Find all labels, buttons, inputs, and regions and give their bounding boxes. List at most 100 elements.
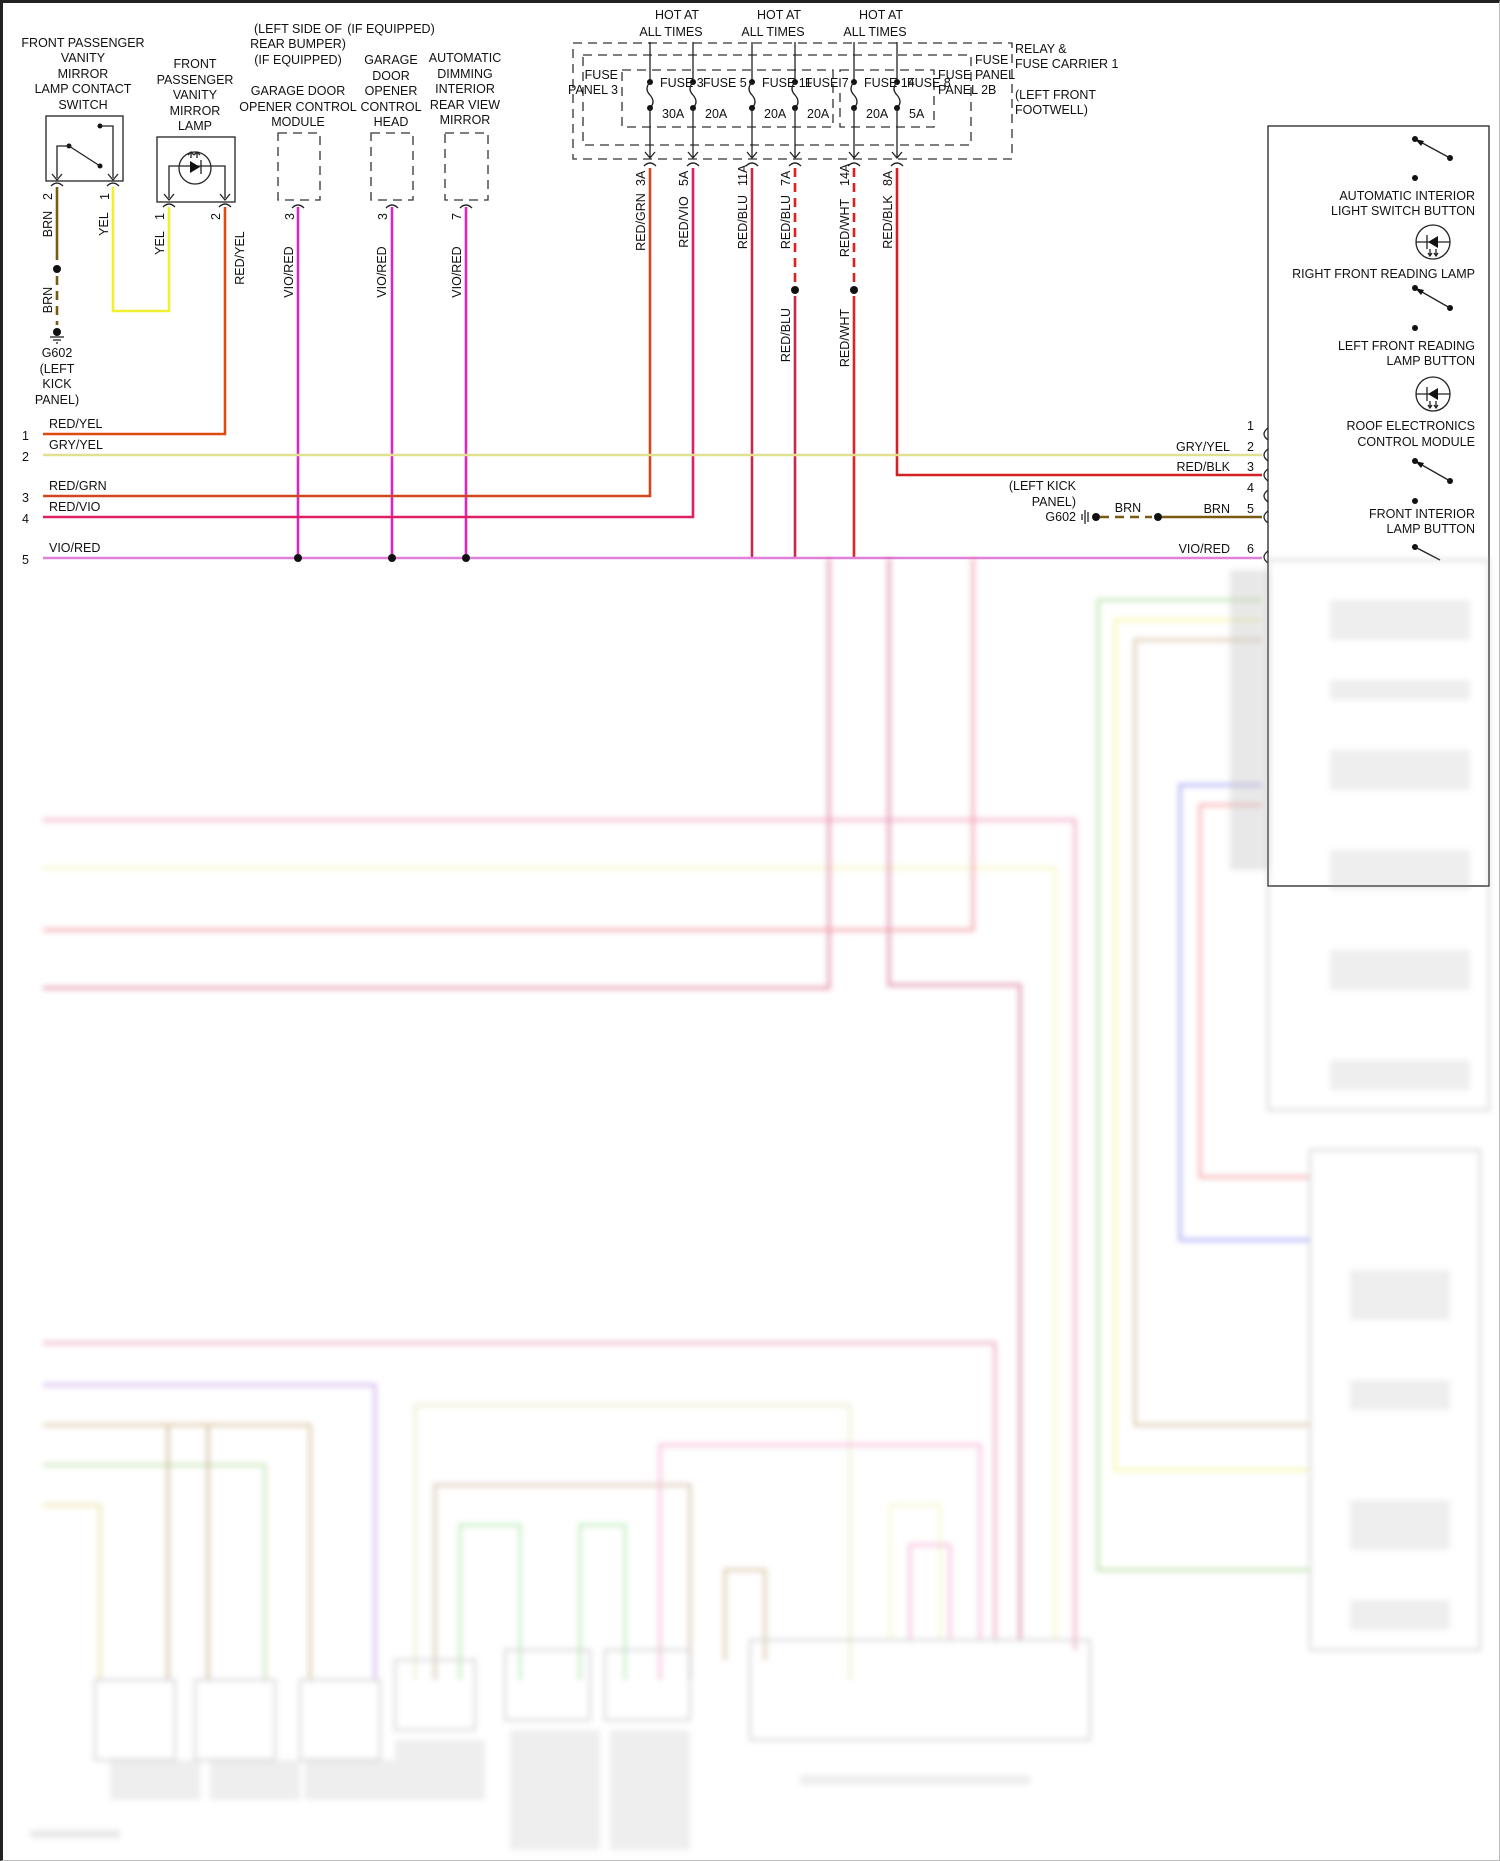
splice-dot bbox=[791, 286, 799, 294]
ground-label: PANEL) bbox=[35, 393, 79, 407]
fuse-icon bbox=[850, 81, 858, 109]
label-line: (IF EQUIPPED) bbox=[347, 22, 435, 36]
wire-label: RED/WHT bbox=[838, 308, 852, 367]
pin-number: 2 bbox=[41, 193, 55, 200]
ground-label: G602 bbox=[42, 346, 73, 360]
label-line: OPENER CONTROL bbox=[239, 100, 356, 114]
fuse-panel-label: PANEL bbox=[975, 68, 1015, 82]
auto-switch-label: AUTOMATIC INTERIOR bbox=[1339, 189, 1475, 203]
garage-module-label: (LEFT SIDE OF REAR BUMPER) (IF EQUIPPED)… bbox=[239, 22, 356, 129]
pin-number: 11A bbox=[736, 164, 750, 186]
splice-dot bbox=[1154, 513, 1162, 521]
pin-number: 2 bbox=[22, 450, 29, 464]
label-line: MODULE bbox=[271, 115, 324, 129]
control-head-box bbox=[370, 132, 414, 201]
connector-icon bbox=[1263, 448, 1269, 462]
pin-number: 2 bbox=[1247, 440, 1254, 454]
pin-number: 7 bbox=[450, 213, 464, 220]
wire bbox=[895, 168, 1262, 477]
pin-number: 4 bbox=[1247, 481, 1254, 495]
roof-connector-pin: 1 bbox=[1247, 419, 1269, 441]
hot-label: ALL TIMES bbox=[741, 25, 804, 39]
fuse-panel-3-label: FUSE bbox=[585, 68, 618, 82]
fuse: FUSE 14 20A 14A RED/WHT RED/WHT bbox=[838, 42, 915, 558]
connector-icon bbox=[847, 151, 861, 167]
splice-dot bbox=[294, 554, 302, 562]
label-line: CONTROL bbox=[360, 100, 421, 114]
pin-number: 5A bbox=[677, 170, 691, 186]
label-line: SWITCH bbox=[58, 98, 107, 112]
fuse: FUSE 8 5A 8A RED/BLK bbox=[881, 42, 1262, 477]
control-head-label: GARAGE DOOR OPENER CONTROL HEAD bbox=[360, 53, 421, 129]
wire-label: RED/BLU bbox=[736, 195, 750, 249]
wire-label: BRN bbox=[1204, 502, 1230, 516]
splice-dot bbox=[850, 286, 858, 294]
label-line: PASSENGER bbox=[157, 73, 234, 87]
fuse-name: FUSE 7 bbox=[805, 76, 849, 90]
label-line: DIMMING bbox=[437, 67, 493, 81]
connector-icon bbox=[459, 204, 473, 209]
fuse-panel-2b-box bbox=[839, 69, 935, 128]
vanity-switch-symbol bbox=[45, 115, 124, 187]
roof-connector-pin: 4 bbox=[1247, 481, 1269, 503]
ground-label: (LEFT KICK bbox=[1009, 479, 1077, 493]
pin-number: 1 bbox=[98, 193, 112, 200]
pin-number: 1 bbox=[22, 429, 29, 443]
splice-dot bbox=[388, 554, 396, 562]
front-button-label: LAMP BUTTON bbox=[1387, 522, 1475, 536]
pin-number: 5 bbox=[22, 553, 29, 567]
garage-module-box bbox=[277, 132, 321, 201]
roof-connector-pin: 6 VIO/RED bbox=[1179, 542, 1269, 564]
connector-icon bbox=[1263, 427, 1269, 441]
pin-number: 3 bbox=[376, 213, 390, 220]
fuse-panel-3-label: PANEL 3 bbox=[568, 83, 618, 97]
label-line: FRONT PASSENGER bbox=[21, 36, 144, 50]
pin-number: 1 bbox=[1247, 419, 1254, 433]
wire-label: YEL bbox=[97, 212, 111, 236]
pin-number: 5 bbox=[1247, 502, 1254, 516]
label-line: MIRROR bbox=[440, 113, 491, 127]
label-line: REAR BUMPER) bbox=[250, 37, 346, 51]
rf-reading-lamp-label: RIGHT FRONT READING LAMP bbox=[1292, 267, 1475, 281]
relay-fuse-carrier-box bbox=[572, 42, 1013, 160]
pin-number: 6 bbox=[1247, 542, 1254, 556]
front-button-icon bbox=[1412, 458, 1453, 504]
label-line: GARAGE DOOR bbox=[251, 84, 345, 98]
relay-carrier-label: FOOTWELL) bbox=[1015, 103, 1088, 117]
fuse: FUSE 5 20A 5A RED/VIO bbox=[43, 42, 747, 519]
label-line: VANITY bbox=[61, 51, 106, 65]
connector-icon bbox=[1263, 489, 1269, 503]
fuse-icon bbox=[791, 81, 799, 109]
label-line: VANITY bbox=[173, 88, 218, 102]
hot-label: ALL TIMES bbox=[843, 25, 906, 39]
wire bbox=[43, 168, 695, 519]
pin-number: 4 bbox=[22, 512, 29, 526]
wire-label: YEL bbox=[153, 231, 167, 255]
connector-icon bbox=[643, 151, 657, 167]
connector-icon bbox=[788, 151, 802, 167]
fuse-name: FUSE 11 bbox=[762, 76, 812, 90]
connector-row: 4 RED/VIO bbox=[22, 500, 101, 526]
ground-icon bbox=[1081, 510, 1100, 524]
fuse-rating: 30A bbox=[662, 107, 685, 121]
connector-icon bbox=[1263, 550, 1269, 564]
hot-label: HOT AT bbox=[859, 8, 903, 22]
ground-label: PANEL) bbox=[1032, 495, 1076, 509]
fuse-icon bbox=[893, 81, 901, 109]
lf-button-label: LAMP BUTTON bbox=[1387, 354, 1475, 368]
wire-label: VIO/RED bbox=[375, 246, 389, 297]
connector-icon bbox=[385, 204, 399, 209]
label-line: LAMP CONTACT bbox=[35, 82, 132, 96]
auto-switch-icon bbox=[1412, 136, 1453, 181]
label-line: OPENER bbox=[365, 84, 418, 98]
wire-label: RED/VIO bbox=[49, 500, 101, 514]
mirror-label: AUTOMATIC DIMMING INTERIOR REAR VIEW MIR… bbox=[429, 51, 501, 127]
led-lamp-icon bbox=[156, 136, 236, 208]
blurred-lower-diagram bbox=[30, 558, 1490, 1850]
fuse-rating: 20A bbox=[866, 107, 889, 121]
connector-icon bbox=[745, 151, 759, 167]
roof-module-title: CONTROL MODULE bbox=[1357, 435, 1475, 449]
wire-label: RED/VIO bbox=[677, 196, 691, 248]
hot-label: HOT AT bbox=[757, 8, 801, 22]
